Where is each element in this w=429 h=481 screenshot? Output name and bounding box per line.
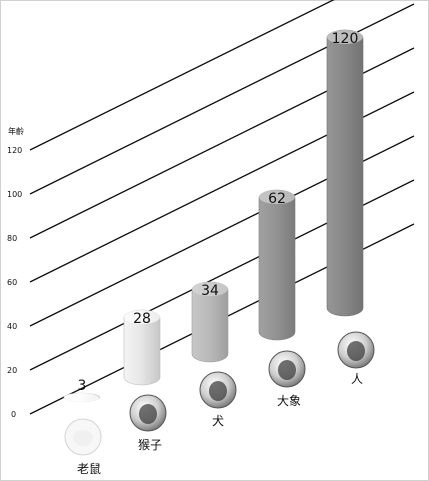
y-tick-label-100: 100 <box>7 190 22 199</box>
y-tick-label-120: 120 <box>7 146 22 155</box>
value-labels: 3 28 34 62 120 <box>78 31 359 394</box>
animal-icons <box>64 331 375 456</box>
y-tick-label-20: 20 <box>7 366 17 375</box>
category-label-1: 猴子 <box>138 438 162 452</box>
elephant-photo-icon <box>268 350 306 388</box>
bar-body-4 <box>326 29 364 317</box>
value-label-0: 3 <box>78 378 87 394</box>
category-label-2: 犬 <box>212 414 224 428</box>
bar-cap-1 <box>124 310 160 324</box>
bar-2 <box>191 281 229 363</box>
category-labels: 老鼠 猴子 犬 大象 人 <box>77 372 363 476</box>
category-label-3: 大象 <box>277 394 301 408</box>
value-label-4: 120 <box>332 31 359 47</box>
value-label-1: 28 <box>133 311 151 327</box>
human-photo-icon <box>337 331 375 369</box>
dog-photo-icon <box>199 371 237 409</box>
bar-cap-3 <box>259 190 295 204</box>
bar-3 <box>258 189 296 341</box>
value-label-3: 62 <box>268 191 286 207</box>
bar-cap-0 <box>64 393 100 407</box>
mouse-photo-icon <box>64 418 102 456</box>
bars <box>63 29 364 407</box>
bar-cap-2 <box>192 282 228 296</box>
bar-0 <box>63 392 101 407</box>
y-tick-labels: 0 20 40 60 80 100 120 <box>7 146 22 419</box>
bar-cap-4 <box>327 30 363 44</box>
bar-1 <box>123 309 161 386</box>
gridline-120 <box>29 0 335 151</box>
y-tick-label-80: 80 <box>7 234 17 243</box>
y-tick-label-60: 60 <box>7 278 17 287</box>
y-tick-label-40: 40 <box>7 322 17 331</box>
y-axis-label: 年齡 <box>8 126 24 136</box>
bar-body-3 <box>258 189 296 341</box>
category-label-0: 老鼠 <box>77 462 101 476</box>
bar-4 <box>326 29 364 317</box>
monkey-photo-icon <box>129 394 167 432</box>
value-label-2: 34 <box>201 283 219 299</box>
y-tick-label-0: 0 <box>11 410 16 419</box>
category-label-4: 人 <box>351 372 363 386</box>
